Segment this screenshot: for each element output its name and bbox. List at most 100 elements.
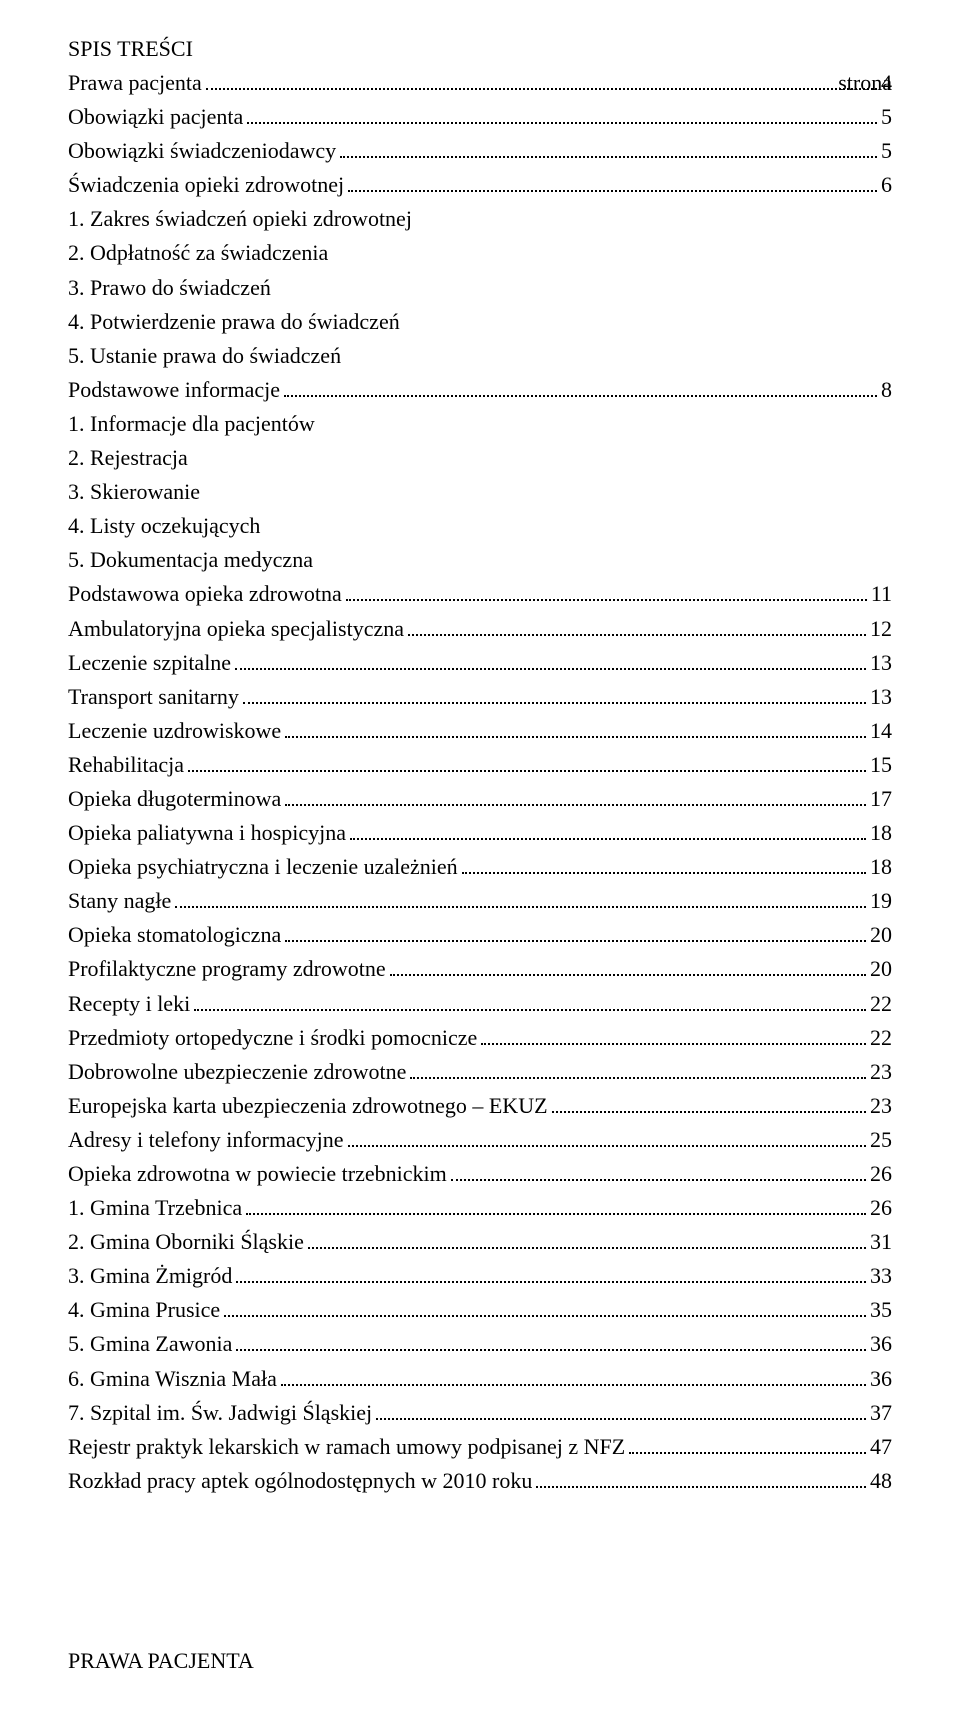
toc-entry-label: Opieka paliatywna i hospicyjna	[68, 816, 346, 850]
toc-entry: Opieka paliatywna i hospicyjna 18	[68, 816, 892, 850]
toc-entry-label: Europejska karta ubezpieczenia zdrowotne…	[68, 1089, 548, 1123]
toc-entry: Podstawowe informacje 8	[68, 373, 892, 407]
toc-entry-page: 5	[881, 134, 892, 168]
toc-leader-dots	[552, 1111, 866, 1113]
toc-leader-dots	[285, 804, 866, 806]
toc-entry-page: 18	[870, 850, 892, 884]
toc-entry-label: Prawa pacjenta	[68, 66, 202, 100]
toc-entry: Rozkład pracy aptek ogólnodostępnych w 2…	[68, 1464, 892, 1498]
toc-entry-label: Opieka zdrowotna w powiecie trzebnickim	[68, 1157, 447, 1191]
toc-entry-page: 13	[870, 680, 892, 714]
toc-entry-page: 19	[870, 884, 892, 918]
toc-entry-nopage: 2. Odpłatność za świadczenia	[68, 236, 892, 270]
toc-entry-page: 23	[870, 1055, 892, 1089]
toc-leader-dots	[346, 599, 867, 601]
toc-entry-label: Leczenie uzdrowiskowe	[68, 714, 281, 748]
toc-entry-page: 23	[870, 1089, 892, 1123]
toc-leader-dots	[350, 838, 866, 840]
toc-leader-dots	[285, 736, 866, 738]
toc-leader-dots	[281, 1384, 866, 1386]
document-page: SPIS TREŚCI strona Prawa pacjenta4Obowią…	[0, 0, 960, 1714]
toc-entry: Europejska karta ubezpieczenia zdrowotne…	[68, 1089, 892, 1123]
toc-entry: Leczenie szpitalne13	[68, 646, 892, 680]
toc-entry: Opieka zdrowotna w powiecie trzebnickim 2…	[68, 1157, 892, 1191]
toc-leader-dots	[175, 906, 866, 908]
toc-entry-page: 17	[870, 782, 892, 816]
toc-entry-nopage: 1. Informacje dla pacjentów	[68, 407, 892, 441]
toc-leader-dots	[236, 1349, 866, 1351]
toc-entry-nopage: 4. Listy oczekujących	[68, 509, 892, 543]
toc-entry-label: Stany nagłe	[68, 884, 171, 918]
toc-entry: Leczenie uzdrowiskowe 14	[68, 714, 892, 748]
toc-entry: 2. Gmina Oborniki Śląskie 31	[68, 1225, 892, 1259]
toc-entry-page: 26	[870, 1157, 892, 1191]
toc-entry-nopage: 2. Rejestracja	[68, 441, 892, 475]
toc-entry: Profilaktyczne programy zdrowotne20	[68, 952, 892, 986]
toc-entry-page: 37	[870, 1396, 892, 1430]
toc-leader-dots	[247, 122, 877, 124]
toc-entry-nopage: 5. Ustanie prawa do świadczeń	[68, 339, 892, 373]
toc-entry-label: Rehabilitacja	[68, 748, 184, 782]
toc-entry: Podstawowa opieka zdrowotna11	[68, 577, 892, 611]
toc-entry-label: Opieka długoterminowa	[68, 782, 281, 816]
toc-entry: Obowiązki pacjenta 5	[68, 100, 892, 134]
toc-entry: Opieka długoterminowa 17	[68, 782, 892, 816]
toc-leader-dots	[376, 1418, 866, 1420]
toc-entry: 5. Gmina Zawonia36	[68, 1327, 892, 1361]
toc-entry: Opieka psychiatryczna i leczenie uzależn…	[68, 850, 892, 884]
toc-entry-page: 12	[870, 612, 892, 646]
toc-leader-dots	[246, 1213, 866, 1215]
toc-leader-dots	[348, 1145, 866, 1147]
toc-entry-label: Świadczenia opieki zdrowotnej	[68, 168, 344, 202]
toc-entry: Obowiązki świadczeniodawcy5	[68, 134, 892, 168]
toc-leader-dots	[481, 1043, 866, 1045]
toc-leader-dots	[536, 1486, 866, 1488]
toc-entry: Stany nagłe 19	[68, 884, 892, 918]
toc-entry-label: Podstawowa opieka zdrowotna	[68, 577, 342, 611]
toc-entry-label: 2. Gmina Oborniki Śląskie	[68, 1225, 304, 1259]
toc-entry-page: 15	[870, 748, 892, 782]
toc-entry-label: Profilaktyczne programy zdrowotne	[68, 952, 386, 986]
toc-entry-page: 47	[870, 1430, 892, 1464]
toc-entry-page: 22	[870, 987, 892, 1021]
toc-entry-page: 14	[870, 714, 892, 748]
toc-leader-dots	[194, 1009, 866, 1011]
toc-list: Prawa pacjenta4Obowiązki pacjenta 5Obowią…	[68, 66, 892, 1498]
toc-entry-page: 8	[881, 373, 892, 407]
toc-leader-dots	[408, 634, 866, 636]
toc-leader-dots	[462, 872, 866, 874]
toc-entry-label: Opieka stomatologiczna	[68, 918, 281, 952]
toc-entry: 1. Gmina Trzebnica26	[68, 1191, 892, 1225]
toc-entry: Transport sanitarny13	[68, 680, 892, 714]
toc-entry-page: 31	[870, 1225, 892, 1259]
toc-entry: Prawa pacjenta4	[68, 66, 892, 100]
toc-entry-page: 6	[881, 168, 892, 202]
toc-entry-page: 22	[870, 1021, 892, 1055]
toc-entry-label: 7. Szpital im. Św. Jadwigi Śląskiej	[68, 1396, 372, 1430]
toc-entry-label: 1. Gmina Trzebnica	[68, 1191, 242, 1225]
toc-leader-dots	[348, 190, 877, 192]
toc-leader-dots	[188, 770, 866, 772]
toc-entry: Świadczenia opieki zdrowotnej 6	[68, 168, 892, 202]
toc-entry-label: Leczenie szpitalne	[68, 646, 231, 680]
page-column-label: strona	[838, 70, 892, 96]
toc-entry-label: Dobrowolne ubezpieczenie zdrowotne	[68, 1055, 406, 1089]
toc-leader-dots	[451, 1179, 866, 1181]
toc-entry-page: 5	[881, 100, 892, 134]
toc-leader-dots	[285, 940, 866, 942]
toc-entry-label: Obowiązki pacjenta	[68, 100, 243, 134]
toc-entry: Rejestr praktyk lekarskich w ramach umow…	[68, 1430, 892, 1464]
toc-entry: 7. Szpital im. Św. Jadwigi Śląskiej 37	[68, 1396, 892, 1430]
toc-entry: Recepty i leki22	[68, 987, 892, 1021]
toc-leader-dots	[243, 702, 866, 704]
toc-entry-page: 25	[870, 1123, 892, 1157]
toc-entry-page: 18	[870, 816, 892, 850]
toc-entry-label: Podstawowe informacje	[68, 373, 280, 407]
toc-entry-page: 20	[870, 918, 892, 952]
toc-entry-nopage: 4. Potwierdzenie prawa do świadczeń	[68, 305, 892, 339]
toc-entry-label: Opieka psychiatryczna i leczenie uzależn…	[68, 850, 458, 884]
toc-entry: Adresy i telefony informacyjne25	[68, 1123, 892, 1157]
toc-entry-page: 48	[870, 1464, 892, 1498]
toc-title: SPIS TREŚCI	[68, 36, 892, 62]
toc-entry-page: 36	[870, 1362, 892, 1396]
